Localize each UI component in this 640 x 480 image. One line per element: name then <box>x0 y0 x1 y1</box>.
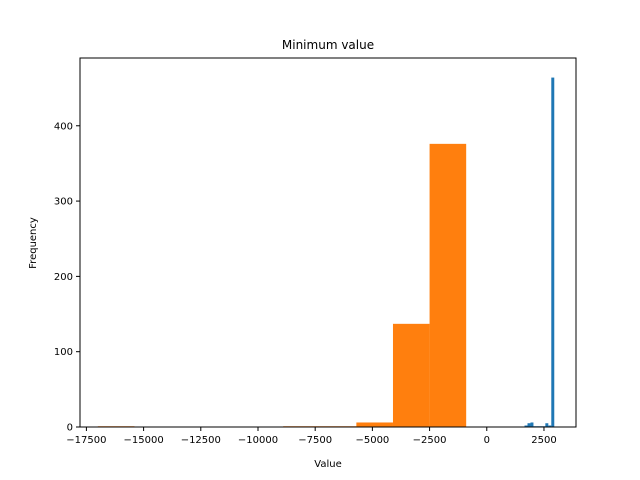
histogram-bar-s1-1 <box>527 423 531 427</box>
x-tick-label: −7500 <box>298 435 332 446</box>
histogram-bar-s1-7 <box>545 423 549 427</box>
histogram-bar-s0-3 <box>356 422 393 427</box>
bars-group <box>97 77 555 427</box>
y-axis-label: Frequency <box>28 217 39 269</box>
histogram-bar-s1-8 <box>548 425 552 427</box>
x-axis-label: Value <box>314 459 341 470</box>
y-tick-label: 100 <box>54 347 73 358</box>
y-tick-label: 300 <box>54 197 73 208</box>
x-tick-label: 0 <box>484 435 490 446</box>
x-tick-label: −12500 <box>181 435 221 446</box>
x-tick-label: 2500 <box>531 435 556 446</box>
chart-title: Minimum value <box>282 38 374 52</box>
y-tick-label: 400 <box>54 121 73 132</box>
y-tick-label: 200 <box>54 272 73 283</box>
histogram-bar-s1-0 <box>524 425 528 427</box>
y-axis-ticks: 0 100 200 300 400 <box>54 121 80 434</box>
x-tick-label: −5000 <box>355 435 389 446</box>
y-tick-label: 0 <box>67 423 73 434</box>
x-tick-label: −15000 <box>123 435 163 446</box>
x-axis-ticks: −17500 −15000 −12500 −10000 −7500 −5000 −2500 0… <box>66 427 557 446</box>
plot-frame <box>79 57 577 428</box>
x-tick-label: −17500 <box>66 435 106 446</box>
histogram-bar-s0-5 <box>429 143 467 427</box>
x-tick-label: −10000 <box>238 435 278 446</box>
histogram-bar-s1-2 <box>530 422 534 427</box>
histogram-bar-s1-9 <box>551 77 555 427</box>
x-tick-label: −2500 <box>413 435 447 446</box>
histogram-bar-s0-4 <box>392 323 430 427</box>
